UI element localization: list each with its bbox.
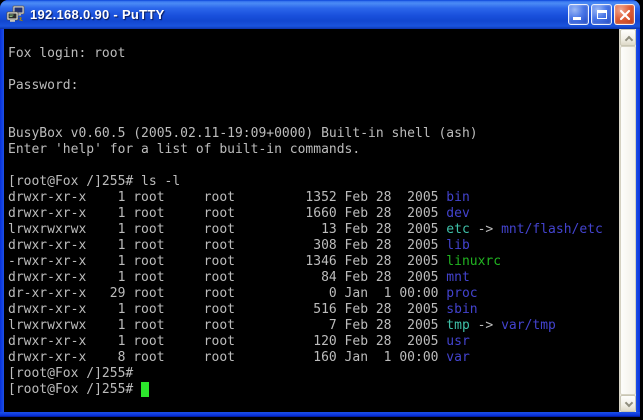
terminal-line: drwxr-xr-x 1 root root 120 Feb 28 2005 u…	[8, 334, 619, 350]
terminal-text-segment: bin	[446, 190, 470, 205]
terminal-text-segment: drwxr-xr-x 1 root root 84 Feb 28 2005	[8, 270, 447, 285]
scrollbar-thumb[interactable]	[620, 46, 636, 395]
terminal-text-segment: ->	[469, 222, 502, 237]
terminal-text-segment: drwxr-xr-x 8 root root 160 Jan 1 00:00	[8, 350, 447, 365]
terminal-line: -rwxr-xr-x 1 root root 1346 Feb 28 2005 …	[8, 254, 619, 270]
terminal-line: drwxr-xr-x 8 root root 160 Jan 1 00:00 v…	[8, 350, 619, 366]
terminal-line	[8, 110, 619, 126]
scroll-down-button[interactable]	[620, 395, 636, 412]
terminal-scrollbar[interactable]	[619, 29, 636, 412]
terminal-line	[8, 62, 619, 78]
terminal-text-segment: var/tmp	[501, 318, 556, 333]
terminal-text-segment: tmp	[446, 318, 470, 333]
terminal-text-segment: drwxr-xr-x 1 root root 120 Feb 28 2005	[8, 334, 447, 349]
chevron-up-icon	[624, 35, 634, 45]
terminal-line	[8, 94, 619, 110]
terminal-text-segment: lrwxrwxrwx 1 root root 13 Feb 28 2005	[8, 222, 447, 237]
terminal-line: drwxr-xr-x 1 root root 84 Feb 28 2005 mn…	[8, 270, 619, 286]
terminal-text-segment: drwxr-xr-x 1 root root 516 Feb 28 2005	[8, 302, 447, 317]
terminal-line: BusyBox v0.60.5 (2005.02.11-19:09+0000) …	[8, 126, 619, 142]
terminal-text-segment: mnt	[446, 270, 470, 285]
terminal-line: dr-xr-xr-x 29 root root 0 Jan 1 00:00 pr…	[8, 286, 619, 302]
terminal-line: Enter 'help' for a list of built-in comm…	[8, 142, 619, 158]
window-titlebar[interactable]: 192.168.0.90 - PuTTY	[0, 0, 640, 29]
terminal-text-segment: [root@Fox /]255# ls -l	[8, 174, 181, 189]
terminal-text-segment: mnt/flash/etc	[501, 222, 603, 237]
terminal-text-segment: linuxrc	[446, 254, 502, 269]
terminal-text-segment: sbin	[446, 302, 478, 317]
terminal-text-segment: Password:	[8, 78, 79, 93]
terminal-text-segment: drwxr-xr-x 1 root root 308 Feb 28 2005	[8, 238, 447, 253]
terminal-line: Password:	[8, 78, 619, 94]
chevron-down-icon	[624, 398, 634, 408]
window-title: 192.168.0.90 - PuTTY	[30, 7, 165, 22]
putty-app-icon[interactable]	[6, 5, 26, 25]
terminal-text-segment: drwxr-xr-x 1 root root 1660 Feb 28 2005	[8, 206, 447, 221]
terminal-text-segment: BusyBox v0.60.5 (2005.02.11-19:09+0000) …	[8, 126, 478, 141]
window-border-left	[0, 29, 4, 412]
terminal-text-segment: Fox login: root	[8, 46, 126, 61]
terminal-text-segment: usr	[446, 334, 470, 349]
scrollbar-track[interactable]	[620, 46, 636, 395]
terminal-text-segment: ->	[469, 318, 502, 333]
terminal-text-segment: proc	[446, 286, 478, 301]
minimize-button[interactable]	[568, 4, 589, 25]
terminal-line	[8, 158, 619, 174]
terminal-line: [root@Fox /]255#	[8, 382, 619, 398]
terminal-text-segment: [root@Fox /]255#	[8, 382, 142, 397]
scroll-up-button[interactable]	[620, 29, 636, 46]
terminal-text-segment: -rwxr-xr-x 1 root root 1346 Feb 28 2005	[8, 254, 447, 269]
terminal-line: drwxr-xr-x 1 root root 516 Feb 28 2005 s…	[8, 302, 619, 318]
terminal-line: lrwxrwxrwx 1 root root 7 Feb 28 2005 tmp…	[8, 318, 619, 334]
terminal-text-segment: lrwxrwxrwx 1 root root 7 Feb 28 2005	[8, 318, 447, 333]
maximize-icon	[597, 10, 607, 19]
window-border-bottom	[0, 412, 640, 417]
terminal-line: Fox login: root	[8, 46, 619, 62]
terminal-text-segment: dr-xr-xr-x 29 root root 0 Jan 1 00:00	[8, 286, 447, 301]
terminal-cursor	[141, 382, 149, 397]
terminal-screen[interactable]: Fox login: root Password: BusyBox v0.60.5 …	[4, 29, 619, 412]
terminal-line: [root@Fox /]255# ls -l	[8, 174, 619, 190]
maximize-button[interactable]	[591, 4, 612, 25]
terminal-text-segment: [root@Fox /]255#	[8, 366, 134, 381]
terminal-text-segment: Enter 'help' for a list of built-in comm…	[8, 142, 361, 157]
terminal-text-segment: etc	[446, 222, 470, 237]
terminal-text-segment: lib	[446, 238, 470, 253]
terminal-line: drwxr-xr-x 1 root root 1352 Feb 28 2005 …	[8, 190, 619, 206]
terminal-text-segment: drwxr-xr-x 1 root root 1352 Feb 28 2005	[8, 190, 447, 205]
terminal-line: drwxr-xr-x 1 root root 1660 Feb 28 2005 …	[8, 206, 619, 222]
terminal-text-segment: dev	[446, 206, 470, 221]
terminal-line: drwxr-xr-x 1 root root 308 Feb 28 2005 l…	[8, 238, 619, 254]
terminal-line: lrwxrwxrwx 1 root root 13 Feb 28 2005 et…	[8, 222, 619, 238]
terminal-line	[8, 30, 619, 46]
minimize-icon	[573, 17, 581, 20]
window-border-right	[636, 29, 640, 412]
close-button[interactable]	[614, 4, 635, 25]
close-icon	[619, 9, 631, 21]
terminal-text-segment: var	[446, 350, 470, 365]
terminal-line: [root@Fox /]255#	[8, 366, 619, 382]
